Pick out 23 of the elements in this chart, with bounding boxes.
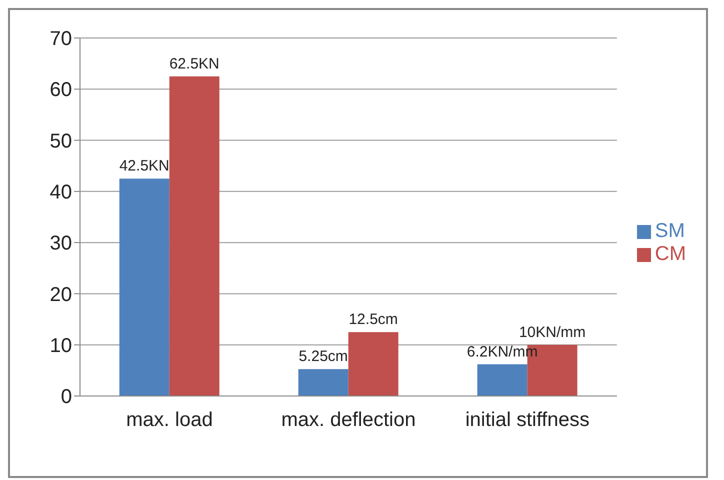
data-label: 10KN/mm — [518, 324, 586, 341]
bar — [477, 364, 528, 396]
data-label: 12.5cm — [348, 311, 398, 328]
legend-label: SM — [654, 220, 685, 242]
y-tick-label: 30 — [50, 232, 72, 255]
y-tick-label: 20 — [50, 284, 72, 306]
y-tick-label: 70 — [50, 28, 72, 50]
x-tick-label: max. deflection — [281, 409, 416, 432]
data-label: 42.5KN — [119, 158, 170, 175]
bar — [348, 332, 398, 396]
bar — [298, 369, 348, 396]
x-tick-label: max. load — [126, 409, 213, 432]
bar — [119, 178, 170, 396]
data-label: 5.25cm — [298, 348, 348, 366]
y-tick-label: 50 — [50, 130, 72, 152]
legend-label: CM — [654, 243, 686, 265]
y-tick-label: 40 — [50, 182, 72, 204]
y-tick-label: 0 — [60, 386, 72, 408]
y-tick-label: 60 — [50, 79, 72, 102]
bar — [169, 76, 220, 396]
data-label: 62.5KN — [169, 55, 220, 72]
y-tick-label: 10 — [50, 334, 72, 357]
x-tick-label: initial stiffness — [465, 409, 590, 432]
